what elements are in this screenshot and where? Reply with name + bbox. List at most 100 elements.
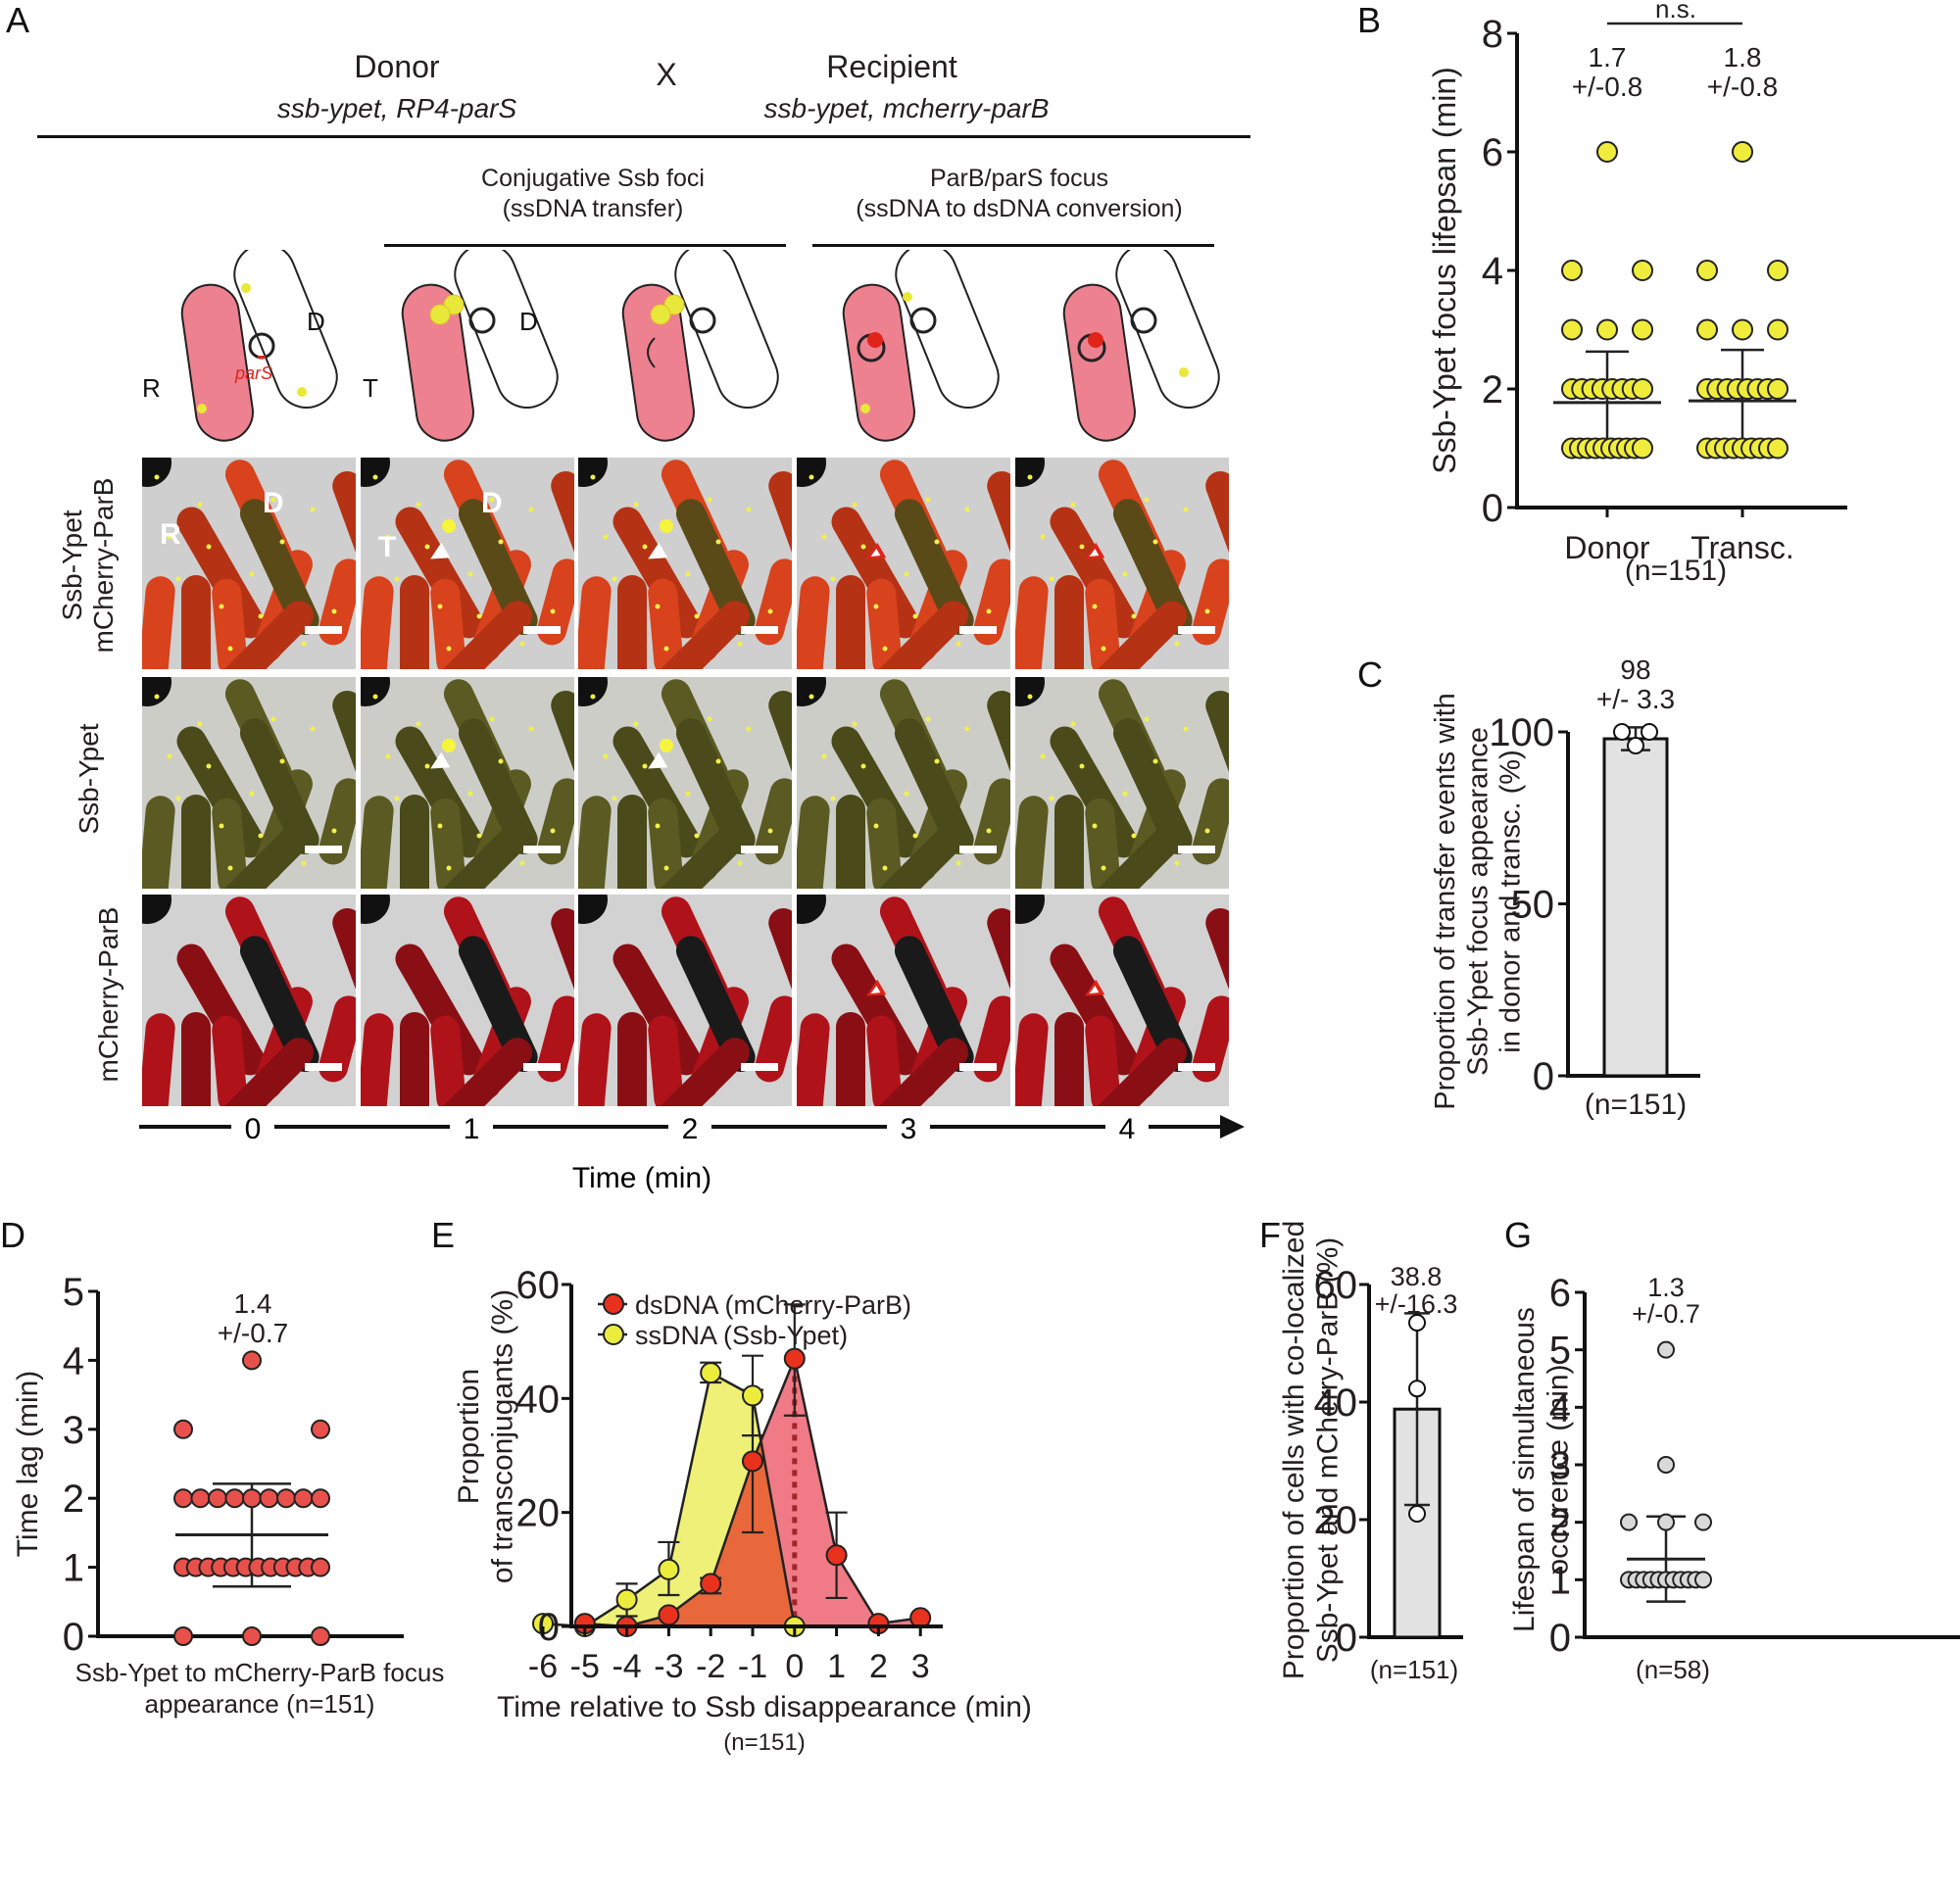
chart-d-data-point [190, 1488, 211, 1509]
schematic-2 [618, 250, 789, 446]
arrow-right-icon [1220, 1115, 1245, 1139]
chart-d-y-tick-label: 4 [63, 1339, 84, 1382]
chart-g-y-tick-label: 1 [1549, 1559, 1571, 1602]
tile-label-R: R [160, 518, 181, 551]
chart-f-replicate-point [1408, 1380, 1426, 1398]
chart-g-annotation-mean: 1.3 [1647, 1273, 1685, 1302]
chart-g-y-tick-label: 3 [1549, 1444, 1571, 1487]
chart-c-annotation-sd: +/- 3.3 [1596, 684, 1675, 714]
scale-bar [1178, 626, 1215, 634]
panel-letter-c: C [1357, 654, 1383, 695]
chart-g-y-tick-label: 5 [1549, 1330, 1571, 1373]
chart-b-1-data-point [1732, 141, 1753, 163]
stage-ssdna-sub: (ssDNA transfer) [502, 195, 684, 222]
chart-g-x-label: (n=58) [1636, 1655, 1710, 1684]
chart-e-y-tick-label: 60 [516, 1264, 561, 1307]
chart-g-y-tick-label: 2 [1549, 1502, 1571, 1545]
chart-d-data-point [242, 1488, 262, 1509]
chart-f-y-label: Proportion of cells with co-localized [1278, 1221, 1310, 1680]
schematic-0: parS D R [142, 250, 348, 446]
chart-b-0-data-point [1596, 318, 1618, 341]
chart-d-data-point [259, 1488, 279, 1509]
tile-label-D: D [481, 487, 503, 519]
scale-bar [741, 846, 778, 853]
micrograph-r1-t1 [361, 677, 574, 889]
chart-f-x-label: (n=151) [1370, 1655, 1458, 1684]
chart-b-y-tick-label: 8 [1482, 13, 1503, 56]
micrograph-r1-t2 [578, 677, 792, 889]
panel-letter-g: G [1504, 1215, 1533, 1255]
chart-f-annotation-mean: 38.8 [1391, 1262, 1443, 1291]
stage-dsdna-title: ParB/parS focus [929, 165, 1109, 192]
chart-b-x-label: (n=151) [1625, 555, 1727, 587]
micrograph-r2-t2 [578, 895, 792, 1106]
scale-bar [959, 626, 997, 634]
chart-c-y-tick-label: 0 [1533, 1055, 1554, 1098]
panel-letter-f: F [1259, 1215, 1281, 1255]
chart-d-annotation-sd: +/-0.7 [218, 1318, 288, 1348]
chart-d-data-point [311, 1488, 330, 1509]
chart-e-y-label: of transconjugants (%) [487, 1289, 519, 1583]
scale-bar [523, 1063, 561, 1071]
tile-label-T: T [378, 531, 397, 563]
schematic-4 [1059, 250, 1230, 446]
chart-f-replicate-point [1408, 1505, 1426, 1523]
scale-bar [1178, 846, 1215, 853]
chart-g-data-point [1657, 1456, 1675, 1474]
chart-c-replicate-point [1613, 723, 1631, 741]
chart-e-x-tick-label: -1 [738, 1648, 767, 1685]
donor-label: D [519, 307, 538, 336]
chart-b-1-data-point [1767, 318, 1788, 341]
micrograph-r0-t3 [797, 458, 1010, 669]
scale-bar [959, 1063, 997, 1071]
chart-b-1-data-point [1732, 318, 1753, 341]
donor-genotype: ssb-ypet, RP4-parS [276, 93, 517, 123]
panel-letter-d: D [0, 1215, 25, 1255]
micrograph-r2-t4 [1015, 895, 1229, 1106]
chart-b-y-label: Ssb-Ypet focus lifepsan (min) [1427, 67, 1462, 474]
chart-d-data-point [242, 1350, 262, 1371]
chart-e-legend-marker [603, 1324, 624, 1345]
time-axis: 0 1 2 3 4 Time (min) [139, 1107, 1245, 1194]
chart-b-x-tick-label: Donor [1564, 530, 1650, 565]
stage-dsdna-divider [812, 244, 1214, 247]
chart-d-x-label: Ssb-Ypet to mCherry-ParB focus [75, 1658, 445, 1687]
chart-d-y-tick-label: 2 [63, 1478, 84, 1521]
chart-d-data-point [173, 1419, 193, 1439]
chart-g-annotation-sd: +/-0.7 [1632, 1299, 1700, 1329]
chart-b-0-data-point [1561, 318, 1583, 341]
scale-bar [741, 626, 778, 634]
micrograph-r0-t2 [578, 458, 792, 669]
panel-letter-a: A [6, 0, 30, 40]
scale-bar [959, 846, 997, 853]
panel-letter-e: E [431, 1215, 456, 1255]
chart-e-legend-label: dsDNA (mCherry-ParB) [635, 1290, 911, 1320]
chart-c-x-label: (n=151) [1585, 1089, 1687, 1121]
chart-e-y-tick-label: 40 [516, 1378, 561, 1421]
chart-b-annotation-sd: +/-0.8 [1572, 72, 1642, 102]
time-axis-label: Time (min) [572, 1162, 711, 1194]
panel-letter-b: B [1357, 0, 1382, 40]
schematic-3 [839, 250, 1009, 446]
scale-bar [741, 1063, 778, 1071]
chart-d-data-point [311, 1419, 330, 1439]
chart-e-x-tick-label: 0 [785, 1648, 804, 1685]
chart-e-y-tick-label: 20 [516, 1492, 561, 1535]
chart-d-annotation-mean: 1.4 [234, 1288, 272, 1319]
time-tick-label: 1 [464, 1113, 480, 1145]
chart-c-y-tick-label: 100 [1489, 711, 1554, 754]
chart-g-data-point [1694, 1571, 1712, 1589]
chart-b-0-data-point [1632, 260, 1653, 281]
chart-d-data-point [208, 1488, 227, 1509]
chart-b-x-tick-label: Transc. [1690, 530, 1794, 565]
chart-f-y-label: Ssb-Ypet and mCherry-ParB (%) [1312, 1237, 1345, 1664]
schematic-1: D T [363, 250, 568, 446]
chart-e-x-note: (n=151) [723, 1729, 805, 1756]
donor-label: D [307, 307, 325, 336]
stage-ssdna-divider [384, 244, 786, 247]
scale-bar [305, 626, 342, 634]
chart-c-annotation-mean: 98 [1620, 654, 1650, 685]
header-divider [37, 135, 1250, 138]
chart-e-x-tick-label: -2 [696, 1648, 725, 1685]
